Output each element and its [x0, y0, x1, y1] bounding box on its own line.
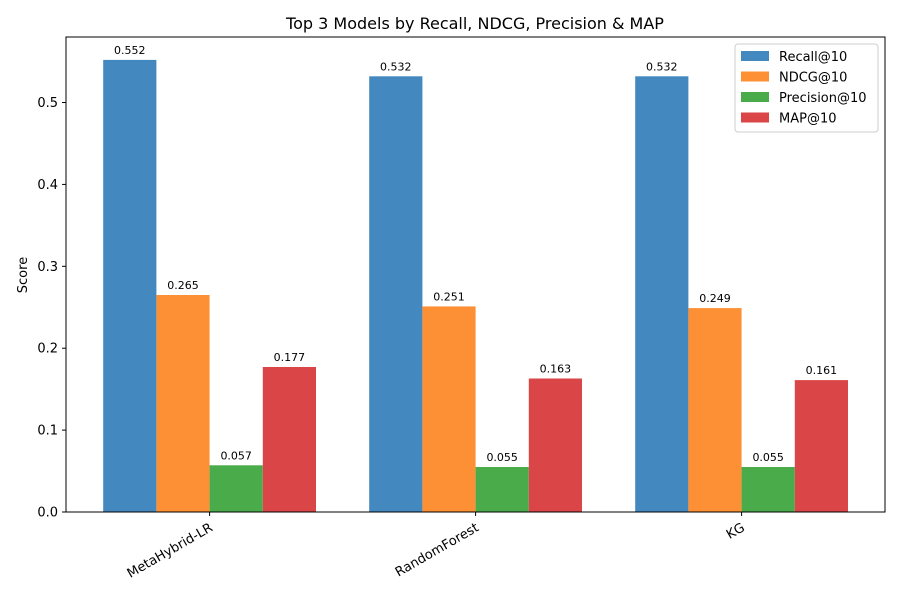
bar-value-label: 0.055: [486, 451, 518, 464]
bar-value-label: 0.161: [806, 364, 838, 377]
legend-label: Recall@10: [779, 50, 847, 65]
bar: [369, 76, 423, 513]
y-tick-label: 0.4: [37, 178, 58, 193]
bar-value-label: 0.265: [167, 279, 199, 292]
bar-value-label: 0.055: [752, 451, 784, 464]
legend-label: NDCG@10: [779, 71, 847, 86]
legend-box: [734, 43, 879, 133]
bar: [209, 465, 263, 512]
x-tick-label: RandomForest: [393, 520, 482, 580]
y-tick-label: 0.2: [37, 342, 58, 357]
bar: [475, 467, 529, 512]
legend-swatch: [741, 51, 769, 61]
bar-value-label: 0.552: [114, 44, 146, 57]
y-axis-label: Score: [16, 257, 31, 293]
x-axis: MetaHybrid-LR RandomForest KG: [125, 512, 748, 582]
y-tick-label: 0.0: [37, 506, 58, 521]
x-tick-label: KG: [724, 520, 748, 542]
data-labels-group: 0.552 0.265 0.057 0.177 0.532 0.251 0.055 0.163…: [114, 44, 837, 464]
bar-value-label: 0.251: [433, 290, 465, 303]
y-axis: 0.0 0.1 0.2 0.3 0.4 0.5: [37, 96, 66, 521]
bar: [156, 295, 210, 512]
legend-label: MAP@10: [779, 112, 837, 127]
bar: [688, 308, 742, 512]
bar-value-label: 0.249: [699, 292, 731, 305]
bars-group: [103, 59, 848, 513]
x-tick-label: MetaHybrid-LR: [125, 520, 216, 581]
legend-swatch: [741, 92, 769, 102]
y-tick-label: 0.1: [37, 424, 58, 439]
y-tick-label: 0.5: [37, 96, 58, 111]
legend-swatch: [741, 71, 769, 82]
y-tick-label: 0.3: [37, 260, 58, 275]
bar-value-label: 0.163: [540, 363, 572, 376]
bar: [262, 367, 316, 512]
bar: [422, 306, 476, 512]
legend-label: Precision@10: [779, 91, 867, 106]
bar: [103, 59, 157, 513]
legend-swatch: [741, 112, 769, 123]
bar: [635, 76, 689, 513]
bar: [794, 380, 848, 512]
bar: [741, 467, 795, 512]
legend: Recall@10 NDCG@10 Precision@10 MAP@10: [734, 43, 879, 133]
bar-value-label: 0.532: [646, 60, 678, 73]
bar: [528, 378, 582, 512]
bar-value-label: 0.177: [274, 351, 306, 364]
bar-value-label: 0.532: [380, 60, 412, 73]
chart-title: Top 3 Models by Recall, NDCG, Precision …: [285, 14, 664, 33]
bar-value-label: 0.057: [220, 449, 252, 462]
